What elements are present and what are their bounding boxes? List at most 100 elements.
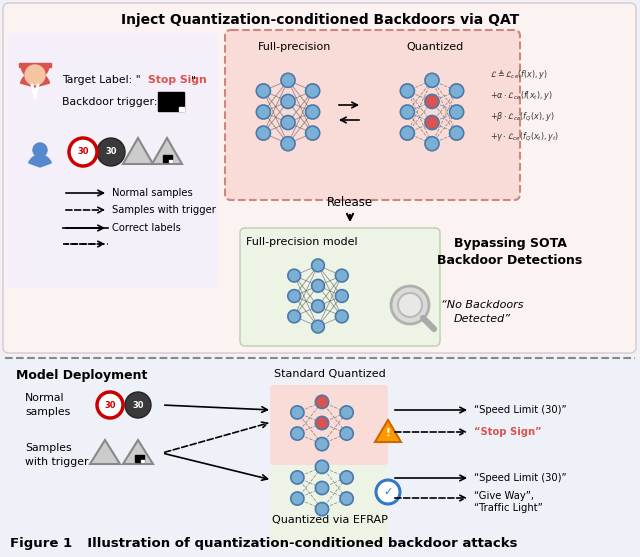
Text: “Stop Sign”: “Stop Sign” [474, 427, 541, 437]
FancyBboxPatch shape [225, 30, 520, 200]
Circle shape [312, 259, 324, 272]
Text: Stop Sign: Stop Sign [148, 75, 207, 85]
Circle shape [449, 84, 464, 98]
Polygon shape [123, 138, 153, 164]
Bar [19, 63, 51, 67]
Circle shape [316, 460, 328, 473]
Text: “Speed Limit (30)”: “Speed Limit (30)” [474, 405, 566, 415]
Circle shape [281, 115, 295, 130]
Circle shape [291, 471, 304, 484]
Polygon shape [152, 138, 182, 164]
Bar [169, 160, 172, 162]
Text: Backdoor trigger:: Backdoor trigger: [62, 97, 157, 107]
Circle shape [25, 65, 45, 85]
Text: Quantized via EFRAP: Quantized via EFRAP [272, 515, 388, 525]
Text: $\mathcal{L} \triangleq \mathcal{L}_{ce}(f(x), y)$
$+\alpha \cdot \mathcal{L}_{c: $\mathcal{L} \triangleq \mathcal{L}_{ce}… [490, 67, 559, 143]
Text: !: ! [385, 428, 390, 438]
Circle shape [340, 406, 353, 419]
Circle shape [306, 84, 320, 98]
FancyBboxPatch shape [6, 33, 218, 288]
Circle shape [312, 280, 324, 292]
Circle shape [340, 492, 353, 505]
Text: “Speed Limit (30)”: “Speed Limit (30)” [474, 473, 566, 483]
Text: Normal
samples: Normal samples [25, 393, 70, 417]
Text: Normal samples: Normal samples [112, 188, 193, 198]
Circle shape [125, 392, 151, 418]
Circle shape [312, 300, 324, 312]
Circle shape [449, 105, 464, 119]
FancyBboxPatch shape [270, 385, 388, 465]
Circle shape [306, 126, 320, 140]
Circle shape [291, 427, 304, 440]
Polygon shape [375, 420, 401, 442]
Circle shape [291, 492, 304, 505]
Circle shape [256, 84, 271, 98]
Circle shape [391, 286, 429, 324]
Circle shape [256, 105, 271, 119]
Circle shape [340, 427, 353, 440]
Text: Samples
with trigger: Samples with trigger [25, 443, 88, 467]
Circle shape [425, 136, 439, 151]
Text: “Traffic Light”: “Traffic Light” [474, 503, 543, 513]
Text: Figure 1: Figure 1 [10, 536, 72, 550]
Circle shape [335, 310, 348, 323]
Circle shape [281, 94, 295, 109]
Text: Standard Quantized: Standard Quantized [274, 369, 386, 379]
Circle shape [288, 269, 301, 282]
Wedge shape [21, 65, 49, 79]
Circle shape [316, 481, 328, 495]
Circle shape [316, 437, 328, 451]
Wedge shape [29, 155, 51, 167]
Polygon shape [123, 440, 153, 464]
Text: Illustration of quantization-conditioned backdoor attacks: Illustration of quantization-conditioned… [78, 536, 518, 550]
Text: Quantized: Quantized [406, 42, 463, 52]
Bar [135, 455, 144, 462]
Circle shape [316, 502, 328, 516]
Text: Full-precision model: Full-precision model [246, 237, 358, 247]
Circle shape [288, 290, 301, 302]
Bar [179, 107, 184, 111]
Bar [141, 460, 144, 462]
Circle shape [281, 74, 295, 87]
Bar [163, 155, 172, 162]
Circle shape [340, 471, 353, 484]
Text: 30: 30 [77, 148, 89, 157]
Text: Target Label: ": Target Label: " [62, 75, 141, 85]
Circle shape [425, 115, 439, 130]
Text: “No Backdoors
Detected”: “No Backdoors Detected” [441, 300, 524, 324]
Text: Model Deployment: Model Deployment [16, 369, 148, 382]
Circle shape [335, 290, 348, 302]
Circle shape [401, 84, 415, 98]
Circle shape [401, 105, 415, 119]
Text: Inject Quantization-conditioned Backdoors via QAT: Inject Quantization-conditioned Backdoor… [121, 13, 519, 27]
Circle shape [398, 293, 422, 317]
Circle shape [33, 143, 47, 157]
Circle shape [69, 138, 97, 166]
Circle shape [281, 136, 295, 151]
Circle shape [449, 126, 464, 140]
Text: Samples with trigger: Samples with trigger [112, 205, 216, 215]
Text: Release: Release [327, 196, 373, 208]
Text: 30: 30 [132, 400, 144, 409]
Text: Full-precision: Full-precision [259, 42, 332, 52]
Circle shape [401, 126, 415, 140]
Circle shape [316, 417, 328, 429]
Text: 30: 30 [105, 148, 116, 157]
Circle shape [256, 126, 271, 140]
Text: Correct labels: Correct labels [112, 223, 181, 233]
Circle shape [312, 320, 324, 333]
Circle shape [288, 310, 301, 323]
Wedge shape [20, 72, 49, 87]
Circle shape [425, 94, 439, 109]
Text: 30: 30 [104, 400, 116, 409]
FancyBboxPatch shape [270, 465, 388, 545]
Bar [158, 92, 184, 111]
FancyBboxPatch shape [240, 228, 440, 346]
Text: “Give Way”,: “Give Way”, [474, 491, 534, 501]
Polygon shape [90, 440, 120, 464]
Circle shape [425, 74, 439, 87]
Text: Bypassing SOTA
Backdoor Detections: Bypassing SOTA Backdoor Detections [437, 237, 582, 267]
Circle shape [291, 406, 304, 419]
Circle shape [335, 269, 348, 282]
Text: ✓: ✓ [383, 487, 393, 497]
